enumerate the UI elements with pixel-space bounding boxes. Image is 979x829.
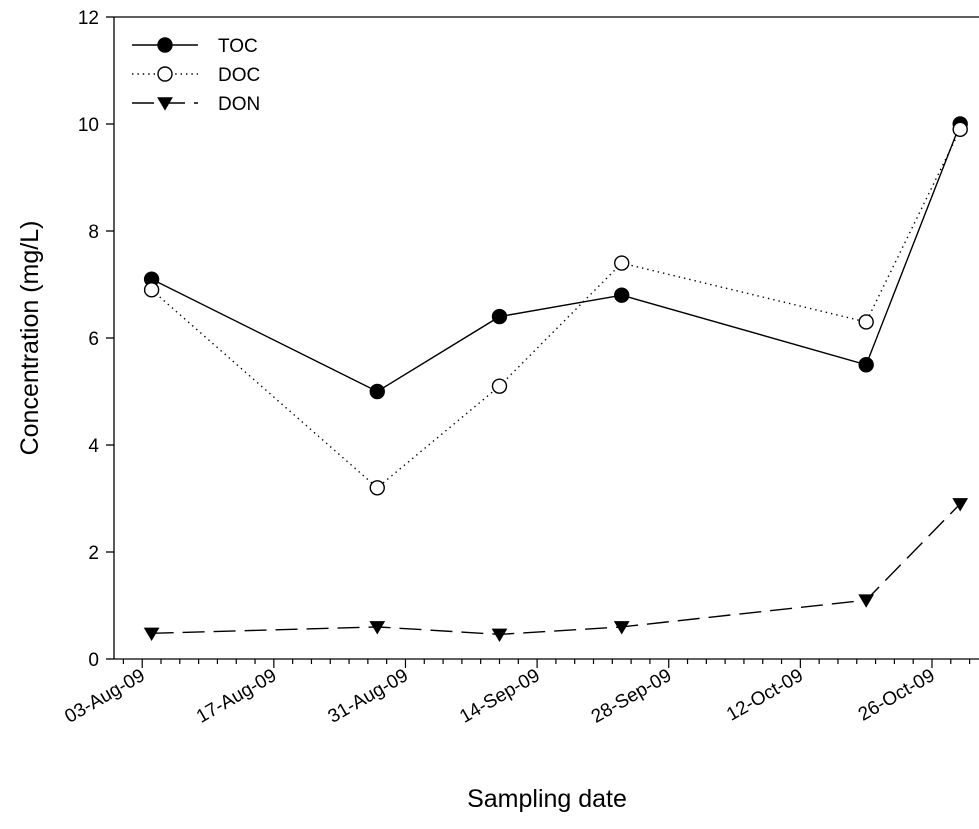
x-tick-label: 03-Aug-09 [61, 665, 148, 728]
legend-swatch-marker [157, 97, 173, 111]
x-tick-label: 26-Oct-09 [855, 665, 939, 725]
data-point-doc [491, 378, 508, 394]
legend-label: DOC [218, 65, 260, 86]
legend-swatch-marker [157, 66, 173, 82]
legend-item-doc: DOC [132, 65, 260, 86]
series-layer [143, 116, 969, 643]
data-point-don [613, 621, 630, 635]
legend-item-toc: TOC [132, 36, 258, 57]
y-tick-label: 6 [88, 329, 99, 350]
y-axis-title: Concentration (mg/L) [16, 221, 44, 456]
legend-item-don: DON [132, 94, 260, 115]
data-point-doc [952, 121, 968, 138]
series-toc [143, 116, 968, 400]
legend-swatch-marker [157, 37, 173, 53]
x-axis-title: Sampling date [467, 785, 627, 813]
x-tick-label: 31-Aug-09 [325, 665, 412, 728]
x-tick-label: 14-Sep-09 [456, 665, 543, 728]
data-point-doc [143, 282, 160, 298]
y-tick-label: 0 [88, 650, 99, 671]
y-tick-label: 10 [78, 115, 99, 136]
x-tick-label: 17-Aug-09 [193, 665, 280, 728]
legend-label: TOC [218, 36, 258, 57]
y-tick-label: 4 [88, 436, 99, 457]
y-tick-label: 2 [88, 543, 99, 564]
x-tick-label: 28-Sep-09 [588, 665, 675, 728]
data-point-toc [369, 383, 385, 400]
series-doc [143, 121, 968, 496]
data-point-don [858, 594, 875, 608]
legend: TOC DOC DON [132, 36, 260, 115]
data-point-doc [614, 255, 630, 271]
x-tick-label: 12-Oct-09 [723, 665, 807, 725]
data-point-don [952, 498, 969, 512]
series-line-doc [151, 129, 961, 489]
data-point-don [491, 628, 508, 643]
data-point-toc [858, 357, 874, 373]
series-line-toc [151, 123, 961, 393]
legend-label: DON [218, 94, 260, 115]
y-tick-label: 8 [88, 222, 99, 243]
series-don [143, 498, 969, 643]
data-point-doc [369, 480, 385, 496]
data-point-don [369, 621, 386, 635]
y-tick-label: 12 [78, 8, 99, 29]
series-line-don [151, 503, 961, 636]
data-point-doc [858, 314, 874, 330]
data-point-don [143, 627, 160, 641]
data-point-toc [491, 308, 508, 325]
data-point-toc [614, 287, 630, 303]
axes: 0 2 4 6 8 10 12 03-Aug-09 17-Aug-09 31-Aug-09 14-S… [61, 8, 979, 728]
